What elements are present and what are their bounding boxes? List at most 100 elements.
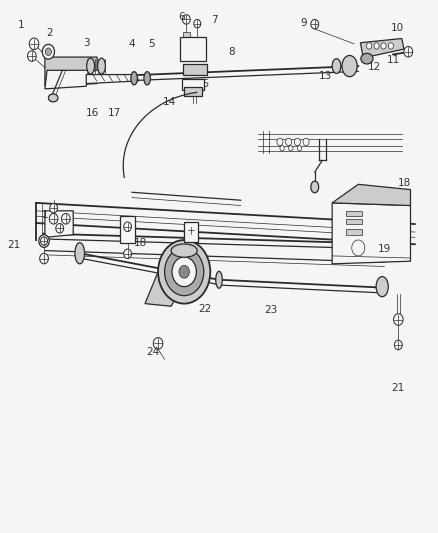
Circle shape [41,237,47,245]
Circle shape [183,14,190,24]
Circle shape [404,46,413,57]
Text: 3: 3 [83,38,89,48]
Text: 17: 17 [108,108,121,118]
Circle shape [158,240,210,304]
Circle shape [277,138,283,146]
Circle shape [367,43,372,49]
FancyBboxPatch shape [183,64,207,75]
Circle shape [29,38,39,50]
Circle shape [289,146,293,151]
Text: 2: 2 [46,28,53,38]
Text: 24: 24 [146,348,159,358]
Circle shape [28,51,36,61]
Text: 4: 4 [129,39,135,49]
Circle shape [389,43,393,49]
Text: 19: 19 [378,244,391,254]
Text: 13: 13 [319,70,332,80]
Circle shape [286,138,292,146]
Text: 11: 11 [386,55,400,64]
Ellipse shape [87,58,95,74]
Circle shape [124,249,131,259]
Text: 21: 21 [7,240,20,251]
Ellipse shape [332,59,341,74]
Ellipse shape [311,181,319,193]
Circle shape [194,19,201,28]
Text: 20: 20 [186,235,199,245]
Circle shape [352,240,365,256]
Circle shape [165,248,204,296]
FancyBboxPatch shape [180,37,206,61]
Circle shape [61,214,70,224]
FancyBboxPatch shape [184,222,198,242]
Circle shape [374,43,379,49]
Text: 6: 6 [179,12,185,22]
Polygon shape [45,57,97,78]
Text: 1: 1 [42,209,48,220]
Circle shape [49,204,57,213]
Ellipse shape [75,243,85,264]
Circle shape [294,138,300,146]
Circle shape [381,43,386,49]
Circle shape [311,19,319,29]
Text: 16: 16 [86,108,99,118]
Circle shape [378,281,387,292]
Circle shape [303,138,309,146]
FancyBboxPatch shape [184,87,202,96]
Text: 21: 21 [391,383,404,393]
Circle shape [124,222,131,231]
Circle shape [42,44,54,59]
Circle shape [153,337,163,349]
Polygon shape [332,203,410,264]
Polygon shape [45,78,97,86]
Text: 14: 14 [162,97,176,107]
Text: 5: 5 [148,39,155,49]
Text: 8: 8 [229,47,235,56]
FancyBboxPatch shape [182,79,204,91]
Circle shape [46,48,51,55]
FancyBboxPatch shape [346,219,361,224]
Circle shape [40,253,48,264]
Ellipse shape [171,244,197,257]
Circle shape [39,235,49,247]
Circle shape [297,146,302,151]
Circle shape [187,226,194,235]
Polygon shape [332,184,410,206]
Circle shape [280,146,284,151]
Ellipse shape [216,271,222,288]
Polygon shape [45,70,88,89]
Ellipse shape [376,277,389,297]
Text: 10: 10 [391,23,404,33]
Circle shape [49,214,58,224]
Polygon shape [86,75,138,84]
Text: 12: 12 [368,62,381,72]
Polygon shape [145,272,188,306]
Text: 15: 15 [197,78,210,88]
Polygon shape [360,38,404,57]
Ellipse shape [131,71,138,85]
Text: 23: 23 [265,305,278,315]
FancyBboxPatch shape [346,229,361,235]
Text: 1: 1 [18,20,24,30]
Circle shape [345,61,354,71]
Circle shape [179,265,189,278]
Text: 22: 22 [198,304,212,314]
Circle shape [56,223,64,233]
Ellipse shape [48,94,58,102]
FancyBboxPatch shape [183,43,190,48]
FancyBboxPatch shape [120,216,135,243]
Ellipse shape [98,58,106,74]
FancyBboxPatch shape [183,37,190,43]
Ellipse shape [342,55,357,77]
FancyBboxPatch shape [183,31,190,37]
FancyBboxPatch shape [346,211,361,216]
Circle shape [172,257,196,287]
Text: 18: 18 [397,177,410,188]
Polygon shape [45,211,73,237]
Circle shape [394,340,402,350]
Ellipse shape [144,71,150,85]
Text: 18: 18 [134,238,147,248]
Circle shape [393,314,403,325]
Ellipse shape [361,53,373,64]
Text: 9: 9 [300,18,307,28]
Text: 7: 7 [212,15,218,25]
